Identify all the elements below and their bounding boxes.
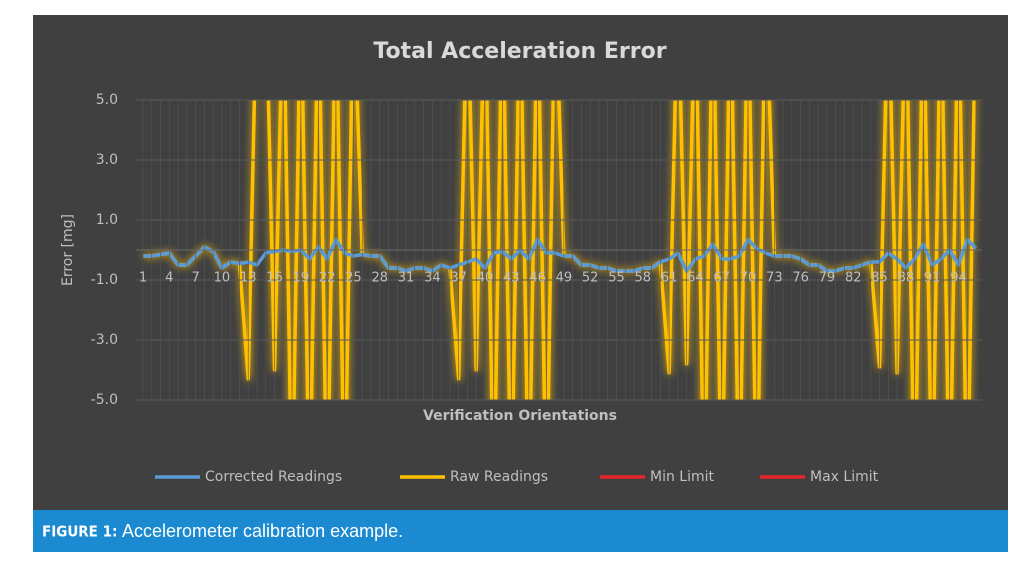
x-tick-label: 91 [924, 271, 941, 286]
x-tick-label: 25 [345, 271, 362, 286]
x-tick-label: 4 [165, 271, 173, 286]
x-tick-label: 94 [950, 271, 967, 286]
y-tick-label: -5.0 [91, 392, 118, 408]
x-tick-label: 55 [608, 271, 625, 286]
x-tick-label: 46 [529, 271, 546, 286]
x-tick-label: 28 [371, 271, 388, 286]
chart-title: Total Acceleration Error [373, 39, 666, 64]
y-tick-label: 5.0 [96, 92, 118, 108]
y-tick-label: 3.0 [96, 152, 118, 168]
x-tick-label: 7 [191, 271, 199, 286]
x-tick-label: 31 [398, 271, 415, 286]
x-tick-label: 49 [556, 271, 573, 286]
x-tick-label: 88 [898, 271, 915, 286]
x-tick-label: 34 [424, 271, 441, 286]
legend-label: Max Limit [810, 469, 879, 485]
x-tick-label: 16 [266, 271, 283, 286]
x-tick-label: 61 [661, 271, 678, 286]
figure-caption: Accelerometer calibration example. [122, 521, 403, 541]
x-tick-label: 37 [450, 271, 467, 286]
figure-label: FIGURE 1: [42, 523, 117, 541]
y-tick-label: -3.0 [91, 332, 118, 348]
x-axis-title: Verification Orientations [423, 408, 617, 424]
x-tick-label: 13 [240, 271, 257, 286]
y-tick-label: 1.0 [96, 212, 118, 228]
x-tick-label: 58 [635, 271, 652, 286]
x-tick-label: 40 [477, 271, 494, 286]
x-tick-label: 10 [214, 271, 231, 286]
y-tick-label: -1.0 [91, 272, 118, 288]
caption-bar [33, 510, 1008, 552]
y-axis-title: Error [mg] [60, 214, 76, 286]
x-tick-label: 22 [319, 271, 336, 286]
x-tick-label: 85 [871, 271, 888, 286]
x-tick-label: 1 [139, 271, 147, 286]
x-tick-label: 52 [582, 271, 599, 286]
x-tick-label: 19 [293, 271, 310, 286]
x-tick-label: 79 [819, 271, 836, 286]
legend-label: Min Limit [650, 469, 715, 485]
x-tick-label: 76 [792, 271, 809, 286]
x-tick-label: 64 [687, 271, 704, 286]
x-tick-label: 67 [713, 271, 730, 286]
legend-label: Raw Readings [450, 469, 548, 485]
x-tick-label: 43 [503, 271, 520, 286]
x-tick-label: 73 [766, 271, 783, 286]
legend-label: Corrected Readings [205, 469, 342, 485]
x-tick-label: 70 [740, 271, 757, 286]
x-tick-label: 82 [845, 271, 862, 286]
